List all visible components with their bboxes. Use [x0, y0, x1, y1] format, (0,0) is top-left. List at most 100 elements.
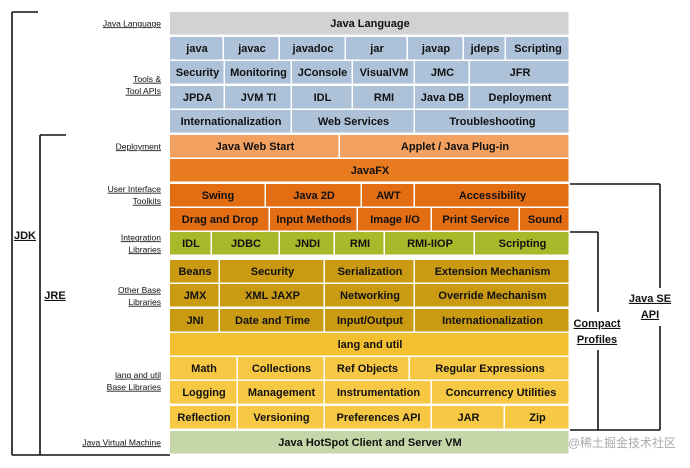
- compact-label: Compact: [573, 318, 620, 330]
- layer-label: Libraries: [128, 244, 161, 254]
- se-api-label: API: [641, 309, 659, 321]
- cell-label: Ref Objects: [337, 363, 398, 375]
- cell: [415, 110, 569, 133]
- jre-label: JRE: [44, 290, 65, 302]
- cell-label: Deployment: [489, 92, 552, 104]
- cell-label: Java Web Start: [216, 141, 295, 153]
- cell-label: Java Language: [330, 18, 409, 30]
- cell-label: Versioning: [253, 412, 309, 424]
- cell-label: Extension Mechanism: [435, 266, 551, 278]
- cell: [170, 135, 339, 158]
- cell: [170, 12, 569, 35]
- cell-label: VisualVM: [360, 67, 409, 79]
- cell-label: Troubleshooting: [449, 116, 535, 128]
- layer-label: Deployment: [116, 141, 162, 151]
- cell-label: Internationalization: [181, 116, 282, 128]
- compact-label: Profiles: [577, 334, 617, 346]
- cell-label: lang and util: [338, 339, 403, 351]
- cell-label: Java HotSpot Client and Server VM: [278, 437, 461, 449]
- cell-label: Accessibility: [459, 190, 527, 202]
- cell-label: Scripting: [499, 238, 547, 250]
- cell-label: jar: [369, 43, 384, 55]
- cell: [292, 61, 352, 84]
- cell: [170, 381, 237, 404]
- cell: [170, 208, 269, 231]
- cell: [464, 37, 505, 60]
- layer-label: Tool APIs: [126, 86, 161, 96]
- cell: [415, 184, 569, 207]
- cell-label: XML JAXP: [245, 290, 300, 302]
- cell-label: JVM TI: [241, 92, 276, 104]
- cell: [325, 406, 431, 429]
- se-api-label: Java SE: [629, 293, 671, 305]
- cell: [170, 260, 219, 283]
- cell: [325, 309, 414, 332]
- cell-label: Input/Output: [337, 315, 403, 327]
- cell-label: javadoc: [292, 43, 334, 55]
- cell: [470, 61, 569, 84]
- cell-label: javac: [237, 43, 266, 55]
- layer-label: Java Language: [103, 18, 161, 28]
- jdk-label: JDK: [14, 230, 36, 242]
- layer-label: Other Base: [118, 285, 161, 295]
- cell-label: JMX: [184, 290, 207, 302]
- cell-label: Math: [191, 363, 217, 375]
- cell: [292, 86, 352, 109]
- cell-label: Sound: [528, 214, 562, 226]
- cell: [335, 232, 384, 255]
- cell-label: Monitoring: [230, 67, 287, 79]
- cell: [280, 232, 334, 255]
- cell-label: Image I/O: [370, 214, 420, 226]
- cell-label: Networking: [340, 290, 400, 302]
- cell-label: Collections: [252, 363, 311, 375]
- cell-label: Beans: [178, 266, 211, 278]
- cell-label: Swing: [202, 190, 234, 202]
- cell: [505, 406, 569, 429]
- cell: [415, 309, 569, 332]
- cell: [280, 37, 345, 60]
- cell: [238, 357, 324, 380]
- cell: [225, 61, 291, 84]
- cell: [385, 232, 474, 255]
- cell-label: Input Methods: [276, 214, 351, 226]
- cell-label: Preferences API: [337, 412, 421, 424]
- cell: [415, 284, 569, 307]
- cell-label: Security: [176, 67, 220, 79]
- cell: [410, 357, 569, 380]
- cell-label: Logging: [182, 387, 225, 399]
- cell: [506, 37, 569, 60]
- cell-label: Serialization: [338, 266, 403, 278]
- cell: [408, 37, 463, 60]
- cell: [266, 184, 361, 207]
- cell-label: jdeps: [470, 43, 500, 55]
- cell-label: Concurrency Utilities: [446, 387, 557, 399]
- cell: [470, 86, 569, 109]
- cell: [225, 86, 291, 109]
- cell-label: Regular Expressions: [435, 363, 544, 375]
- cell-label: IDL: [182, 238, 200, 250]
- cell-label: AWT: [376, 190, 401, 202]
- cell-label: Applet / Java Plug-in: [401, 141, 509, 153]
- cell: [170, 61, 224, 84]
- cell: [170, 37, 223, 60]
- cell-label: JConsole: [298, 67, 348, 79]
- cell: [238, 381, 324, 404]
- cell-label: javap: [421, 43, 450, 55]
- cell: [325, 357, 409, 380]
- cell: [362, 184, 414, 207]
- cell: [170, 357, 237, 380]
- cell-label: JPDA: [183, 92, 212, 104]
- cell: [432, 381, 569, 404]
- layer-label: lang and util: [115, 370, 161, 380]
- cell-label: RMI: [374, 92, 394, 104]
- cell: [346, 37, 407, 60]
- cell: [432, 208, 519, 231]
- cell: [432, 406, 504, 429]
- cell: [170, 309, 219, 332]
- watermark: @稀土掘金技术社区: [568, 435, 676, 450]
- cell: [238, 406, 324, 429]
- cell: [170, 159, 569, 182]
- cell: [224, 37, 279, 60]
- cell-label: Reflection: [177, 412, 230, 424]
